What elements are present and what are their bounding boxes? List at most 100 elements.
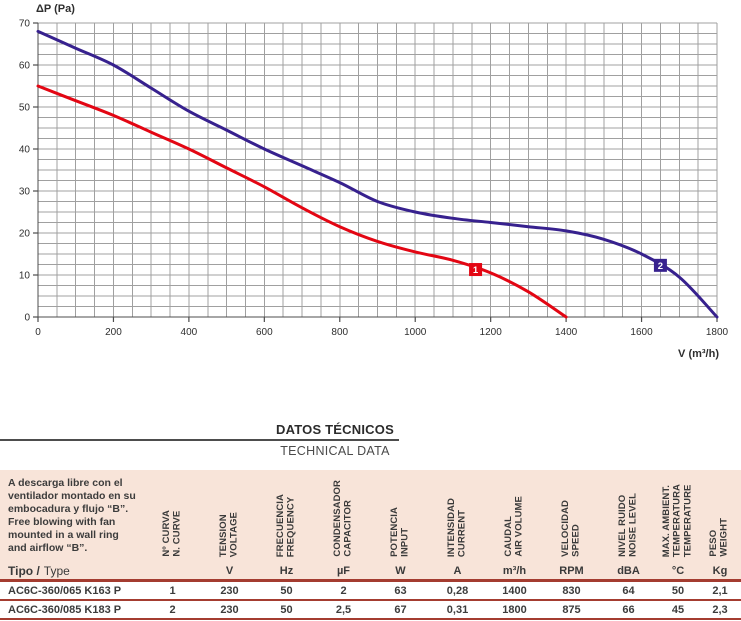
value-cell: 2,1 [712,584,728,597]
value-cell: 230 [220,603,239,616]
y-tick-label: 70 [19,19,31,30]
description-line-en: mounted in a wall ring [8,529,119,541]
description-line-es: embocadura y flujo “B”. [8,503,129,515]
column-header-text: CONDENSADOR CAPACITOR [331,480,354,557]
column-header-text: INTENSIDAD CURRENT [445,497,468,557]
y-tick-label: 20 [19,229,31,240]
value-cell: 1800 [502,603,527,616]
curve-marker-label: 1 [473,265,479,276]
value-cell: 2 [169,603,176,616]
column-header: NIVEL RUIDO NOISE LEVEL [600,470,657,560]
column-header: PESO WEIGHT [699,470,741,560]
value-cell: 0,28 [446,584,469,597]
description-line-es: ventilador montado en su [8,490,136,502]
column-header: POTENCIA INPUT [372,470,429,560]
column-header-text: Nº CURVA N. CURVE [160,510,183,557]
title-spanish: DATOS TÉCNICOS [276,422,394,437]
x-tick-label: 600 [256,327,273,338]
y-axis-title: ΔP (Pa) [36,3,75,15]
value-cell: 66 [622,603,635,616]
unit-cell: °C [671,565,685,577]
description-line-en: Free blowing with fan [8,516,116,528]
value-cell: 1 [169,584,176,597]
column-header-text: MAX. AMBIENT. TEMPERATURA TEMPERATURE [661,483,694,557]
value-cell: 2 [340,584,347,597]
column-header-text: PESO WEIGHT [708,518,730,557]
type-label-es: Tipo / [8,564,40,578]
column-header: FRECUENCIA FREQUENCY [258,470,315,560]
curve-2 [36,29,719,319]
value-cell: 67 [394,603,407,616]
unit-cell: µF [336,565,351,577]
description-line-en: and airflow “B”. [8,542,88,554]
curve-marker-label: 2 [658,261,663,272]
unit-cell: A [453,565,462,577]
table-header-block: A descarga libre con el ventilador montad… [0,470,741,582]
x-tick-label: 200 [105,327,122,338]
title-english: TECHNICAL DATA [280,444,390,458]
table-row: AC6C-360/085 K183 P 2 230 50 2,5 67 0,31 1800 87… [0,601,741,620]
x-tick-label: 1800 [706,327,729,338]
unit-cell: Hz [279,565,294,577]
x-tick-label: 1400 [555,327,578,338]
unit-cell: Kg [712,565,728,577]
value-cell: 830 [562,584,581,597]
column-header: MAX. AMBIENT. TEMPERATURA TEMPERATURE [657,470,699,560]
value-cell: 63 [394,584,407,597]
x-tick-label: 800 [331,327,348,338]
description-line-es: A descarga libre con el [8,477,123,489]
y-tick-label: 50 [19,103,31,114]
column-header-text: POTENCIA INPUT [388,507,411,557]
unit-cell [144,560,201,582]
x-tick-label: 1600 [630,327,653,338]
table-body: AC6C-360/065 K163 P 1 230 50 2 63 0,28 1400 830 6… [0,582,741,620]
value-cell: 2,5 [335,603,352,616]
column-header: INTENSIDAD CURRENT [429,470,486,560]
x-tick-label: 0 [35,327,41,338]
title-underline [0,439,399,441]
unit-cell: dBA [617,565,640,577]
type-label-en: Type [43,564,70,578]
column-header-text: VELOCIDAD SPEED [559,500,582,557]
column-header: TENSION VOLTAGE [201,470,258,560]
unit-cell: W [395,565,406,577]
description-block: A descarga libre con el ventilador montad… [0,470,144,560]
column-header: CONDENSADOR CAPACITOR [315,470,372,560]
column-header-text: CAUDAL AIR VOLUME [502,496,525,557]
column-header: Nº CURVA N. CURVE [144,470,201,560]
value-cell: 2,3 [712,603,728,616]
column-header: VELOCIDAD SPEED [543,470,600,560]
chart-axes [33,22,718,322]
grid-lines [37,22,718,318]
value-cell: 50 [280,584,293,597]
unit-cell: RPM [559,565,584,577]
x-tick-label: 400 [181,327,198,338]
value-cell: 45 [671,603,685,616]
unit-cell: m³/h [502,565,527,577]
y-tick-label: 0 [24,313,30,324]
value-cell: 1400 [502,584,527,597]
x-axis-title: V (m³/h) [678,348,719,360]
value-cell: 0,31 [446,603,469,616]
y-tick-label: 40 [19,145,31,156]
model-cell: AC6C-360/065 K163 P [8,584,122,597]
curve-marker-2 [653,258,667,272]
value-cell: 50 [280,603,293,616]
value-cell: 230 [220,584,239,597]
curve-marker-1 [469,263,483,277]
y-tick-label: 60 [19,61,31,72]
value-cell: 64 [622,584,635,597]
column-header: CAUDAL AIR VOLUME [486,470,543,560]
column-header-text: NIVEL RUIDO NOISE LEVEL [616,493,639,557]
unit-cell: V [225,565,234,577]
y-tick-label: 30 [19,187,31,198]
performance-chart: 0 10 20 30 40 50 60 70 0 200 400 600 800 1000 1200 1400… [19,3,729,360]
value-cell: 875 [562,603,581,616]
y-tick-label: 10 [19,271,31,282]
column-header-text: TENSION VOLTAGE [217,511,240,557]
chart-grid [37,22,718,318]
x-tick-label: 1000 [404,327,427,338]
type-column-label: Tipo / Type [0,560,144,582]
section-title-block: DATOS TÉCNICOS TECHNICAL DATA [0,420,741,468]
